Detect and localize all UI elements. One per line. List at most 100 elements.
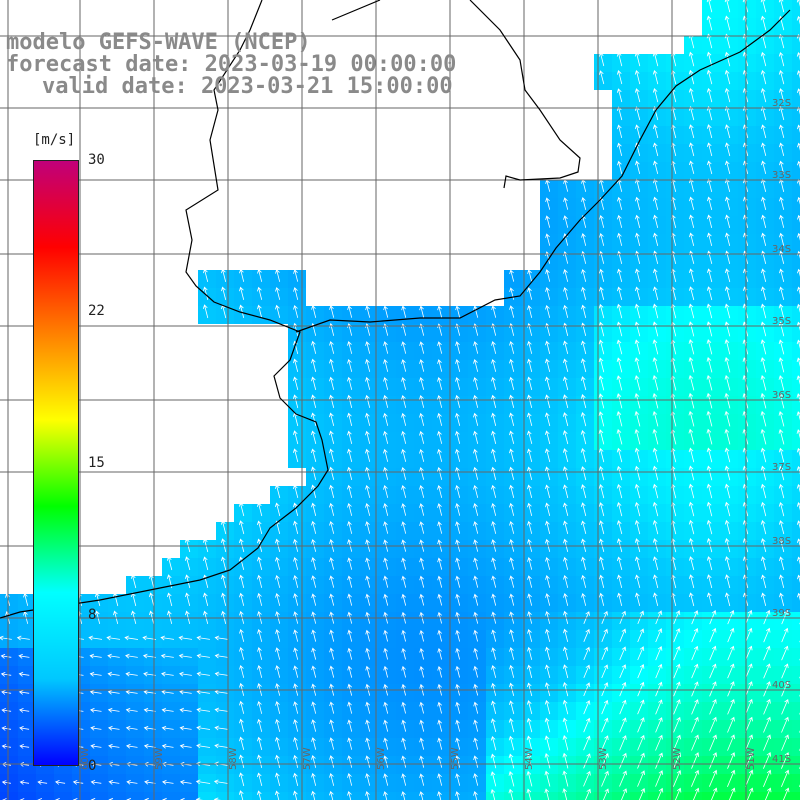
- wind-arrow: [781, 609, 789, 625]
- wind-arrow: [781, 698, 789, 715]
- wind-cell: [360, 792, 378, 800]
- wind-arrow: [310, 430, 317, 445]
- colorbar-tick-15: 15: [88, 455, 105, 471]
- wind-arrow: [490, 771, 497, 787]
- wind-arrow: [563, 556, 569, 570]
- wind-arrow: [239, 664, 245, 678]
- wind-arrow: [203, 592, 209, 606]
- wind-arrow: [688, 538, 695, 553]
- wind-arrow: [724, 392, 731, 409]
- wind-arrow: [329, 484, 335, 498]
- wind-arrow: [329, 701, 335, 714]
- wind-arrow: [347, 484, 353, 498]
- wind-arrow: [419, 701, 424, 714]
- wind-arrow: [796, 106, 800, 115]
- wind-arrow: [365, 665, 370, 678]
- wind-arrow: [544, 664, 551, 679]
- wind-arrow: [724, 357, 731, 373]
- wind-arrow: [601, 699, 609, 715]
- wind-arrow: [383, 394, 389, 408]
- wind-cell: [792, 396, 800, 414]
- wind-cell: [234, 792, 252, 800]
- wind-arrow: [778, 303, 785, 319]
- wind-arrow: [419, 773, 425, 786]
- wind-arrow: [419, 737, 425, 750]
- wind-arrow: [365, 430, 371, 444]
- wind-arrow: [383, 773, 389, 786]
- lon-label: 59W: [154, 747, 165, 770]
- wind-cell: [792, 90, 800, 108]
- wind-arrow: [725, 214, 731, 228]
- wind-arrow: [688, 447, 695, 463]
- wind-arrow: [688, 286, 695, 301]
- lon-label: 54W: [524, 747, 535, 770]
- wind-arrow: [90, 743, 102, 749]
- wind-cell: [594, 792, 612, 800]
- wind-arrow: [401, 719, 407, 732]
- wind-cell: [792, 450, 800, 468]
- wind-arrow: [383, 737, 389, 750]
- wind-arrow: [184, 574, 191, 589]
- wind-arrow: [599, 214, 605, 228]
- wind-arrow: [760, 69, 767, 85]
- wind-arrow: [419, 412, 425, 426]
- wind-arrow: [763, 645, 771, 661]
- wind-arrow: [292, 430, 299, 445]
- wind-arrow: [509, 287, 515, 300]
- wind-arrow: [778, 556, 785, 571]
- wind-arrow: [706, 501, 713, 517]
- wind-arrow: [178, 653, 192, 659]
- wind-arrow: [581, 233, 587, 246]
- wind-arrow: [673, 769, 682, 787]
- wind-arrow: [778, 70, 785, 85]
- wind-arrow: [598, 52, 605, 67]
- wind-arrow: [688, 339, 695, 355]
- wind-arrow: [620, 788, 628, 800]
- wind-arrow: [760, 556, 767, 571]
- wind-arrow: [598, 429, 605, 445]
- wind-arrow: [292, 448, 299, 463]
- wind-arrow: [617, 268, 623, 282]
- wind-arrow: [293, 269, 299, 282]
- wind-arrow: [108, 743, 120, 749]
- wind-arrow: [797, 232, 800, 241]
- wind-arrow: [455, 629, 460, 642]
- wind-arrow: [509, 484, 515, 498]
- wind-arrow: [0, 672, 12, 677]
- wind-arrow: [257, 286, 263, 300]
- wind-arrow: [491, 575, 497, 588]
- wind-arrow: [797, 196, 800, 205]
- wind-arrow: [778, 88, 785, 103]
- wind-arrow: [365, 701, 371, 714]
- wind-arrow: [745, 681, 753, 697]
- wind-arrow: [797, 592, 800, 601]
- wind-arrow: [763, 681, 771, 697]
- wind-arrow: [634, 574, 641, 589]
- wind-arrow: [293, 593, 299, 606]
- wind-arrow: [526, 753, 533, 769]
- wind-arrow: [310, 448, 317, 463]
- wind-arrow: [365, 647, 370, 660]
- wind-arrow: [19, 780, 30, 785]
- wind-arrow: [329, 520, 335, 534]
- wind-arrow: [562, 717, 569, 733]
- wind-arrow: [508, 718, 515, 733]
- wind-arrow: [598, 393, 605, 409]
- wind-arrow: [196, 653, 210, 659]
- wind-arrow: [760, 520, 767, 535]
- wind-arrow: [562, 664, 569, 679]
- wind-arrow: [257, 665, 263, 678]
- wind-arrow: [275, 269, 281, 282]
- wind-arrow: [257, 700, 263, 714]
- wind-arrow: [562, 752, 569, 769]
- wind-arrow: [580, 412, 587, 427]
- wind-arrow: [311, 737, 317, 750]
- wind-arrow: [274, 502, 281, 517]
- wind-arrow: [419, 466, 425, 480]
- wind-arrow: [527, 520, 533, 534]
- wind-arrow: [583, 628, 590, 642]
- lon-label: 55W: [450, 747, 461, 770]
- wind-arrow: [635, 160, 641, 174]
- wind-arrow: [455, 521, 461, 534]
